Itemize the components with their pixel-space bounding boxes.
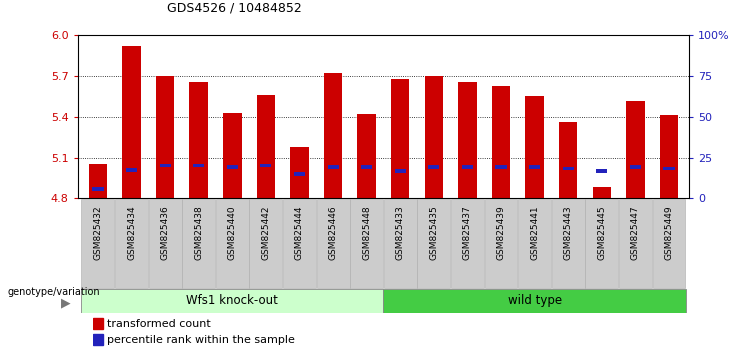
Text: GSM825445: GSM825445 (597, 205, 606, 260)
Bar (357, 114, 376, 198)
Text: GSM825447: GSM825447 (631, 205, 640, 260)
FancyBboxPatch shape (350, 199, 383, 287)
Bar (425, 76, 443, 198)
Bar (260, 164, 271, 167)
FancyBboxPatch shape (115, 199, 148, 287)
Text: transformed count: transformed count (107, 319, 211, 329)
FancyBboxPatch shape (82, 289, 384, 313)
Text: GDS4526 / 10484852: GDS4526 / 10484852 (167, 1, 302, 14)
Bar (256, 95, 275, 198)
Bar (122, 46, 141, 198)
FancyBboxPatch shape (182, 199, 215, 287)
Text: GSM825433: GSM825433 (396, 205, 405, 260)
FancyBboxPatch shape (283, 199, 316, 287)
Bar (458, 81, 476, 198)
Bar (89, 164, 107, 198)
FancyBboxPatch shape (417, 199, 451, 287)
Bar (496, 165, 507, 169)
Text: Wfs1 knock-out: Wfs1 knock-out (187, 295, 279, 307)
Text: ▶: ▶ (61, 296, 70, 309)
Text: GSM825432: GSM825432 (93, 205, 102, 260)
Text: genotype/variation: genotype/variation (7, 287, 100, 297)
Text: GSM825443: GSM825443 (564, 205, 573, 260)
Bar (361, 165, 372, 169)
Bar (93, 334, 103, 346)
Text: GSM825442: GSM825442 (262, 205, 270, 260)
Text: GSM825441: GSM825441 (530, 205, 539, 260)
Bar (562, 167, 574, 170)
Text: GSM825439: GSM825439 (496, 205, 505, 260)
FancyBboxPatch shape (653, 199, 685, 287)
Bar (525, 97, 544, 198)
Bar (93, 318, 103, 329)
FancyBboxPatch shape (384, 199, 416, 287)
FancyBboxPatch shape (149, 199, 182, 287)
Text: GSM825449: GSM825449 (665, 205, 674, 260)
Text: GSM825448: GSM825448 (362, 205, 371, 260)
Bar (223, 113, 242, 198)
FancyBboxPatch shape (518, 199, 551, 287)
Bar (630, 165, 641, 169)
Text: GSM825438: GSM825438 (194, 205, 203, 260)
Bar (159, 164, 170, 167)
Bar (597, 169, 608, 173)
Text: wild type: wild type (508, 295, 562, 307)
Bar (462, 165, 473, 169)
Bar (193, 164, 205, 167)
Bar (529, 165, 540, 169)
Bar (492, 86, 511, 198)
FancyBboxPatch shape (485, 199, 517, 287)
Text: GSM825444: GSM825444 (295, 205, 304, 260)
Bar (559, 122, 577, 198)
Bar (593, 187, 611, 198)
Bar (93, 187, 104, 190)
FancyBboxPatch shape (384, 289, 685, 313)
Bar (328, 165, 339, 169)
Text: GSM825435: GSM825435 (429, 205, 439, 260)
Bar (294, 172, 305, 176)
Bar (626, 101, 645, 198)
FancyBboxPatch shape (316, 199, 350, 287)
Bar (395, 169, 406, 173)
Bar (391, 79, 410, 198)
Text: GSM825437: GSM825437 (463, 205, 472, 260)
FancyBboxPatch shape (451, 199, 484, 287)
Text: GSM825434: GSM825434 (127, 205, 136, 260)
Text: GSM825440: GSM825440 (227, 205, 237, 260)
FancyBboxPatch shape (585, 199, 618, 287)
Text: percentile rank within the sample: percentile rank within the sample (107, 335, 296, 345)
Bar (156, 76, 174, 198)
Bar (324, 73, 342, 198)
FancyBboxPatch shape (552, 199, 585, 287)
Bar (659, 115, 678, 198)
FancyBboxPatch shape (619, 199, 652, 287)
Bar (428, 165, 439, 169)
Bar (190, 81, 208, 198)
Bar (126, 168, 137, 172)
Text: GSM825436: GSM825436 (161, 205, 170, 260)
FancyBboxPatch shape (250, 199, 282, 287)
FancyBboxPatch shape (216, 199, 249, 287)
Text: GSM825446: GSM825446 (328, 205, 338, 260)
Bar (227, 165, 238, 169)
FancyBboxPatch shape (82, 199, 114, 287)
Bar (663, 167, 674, 170)
Bar (290, 147, 309, 198)
